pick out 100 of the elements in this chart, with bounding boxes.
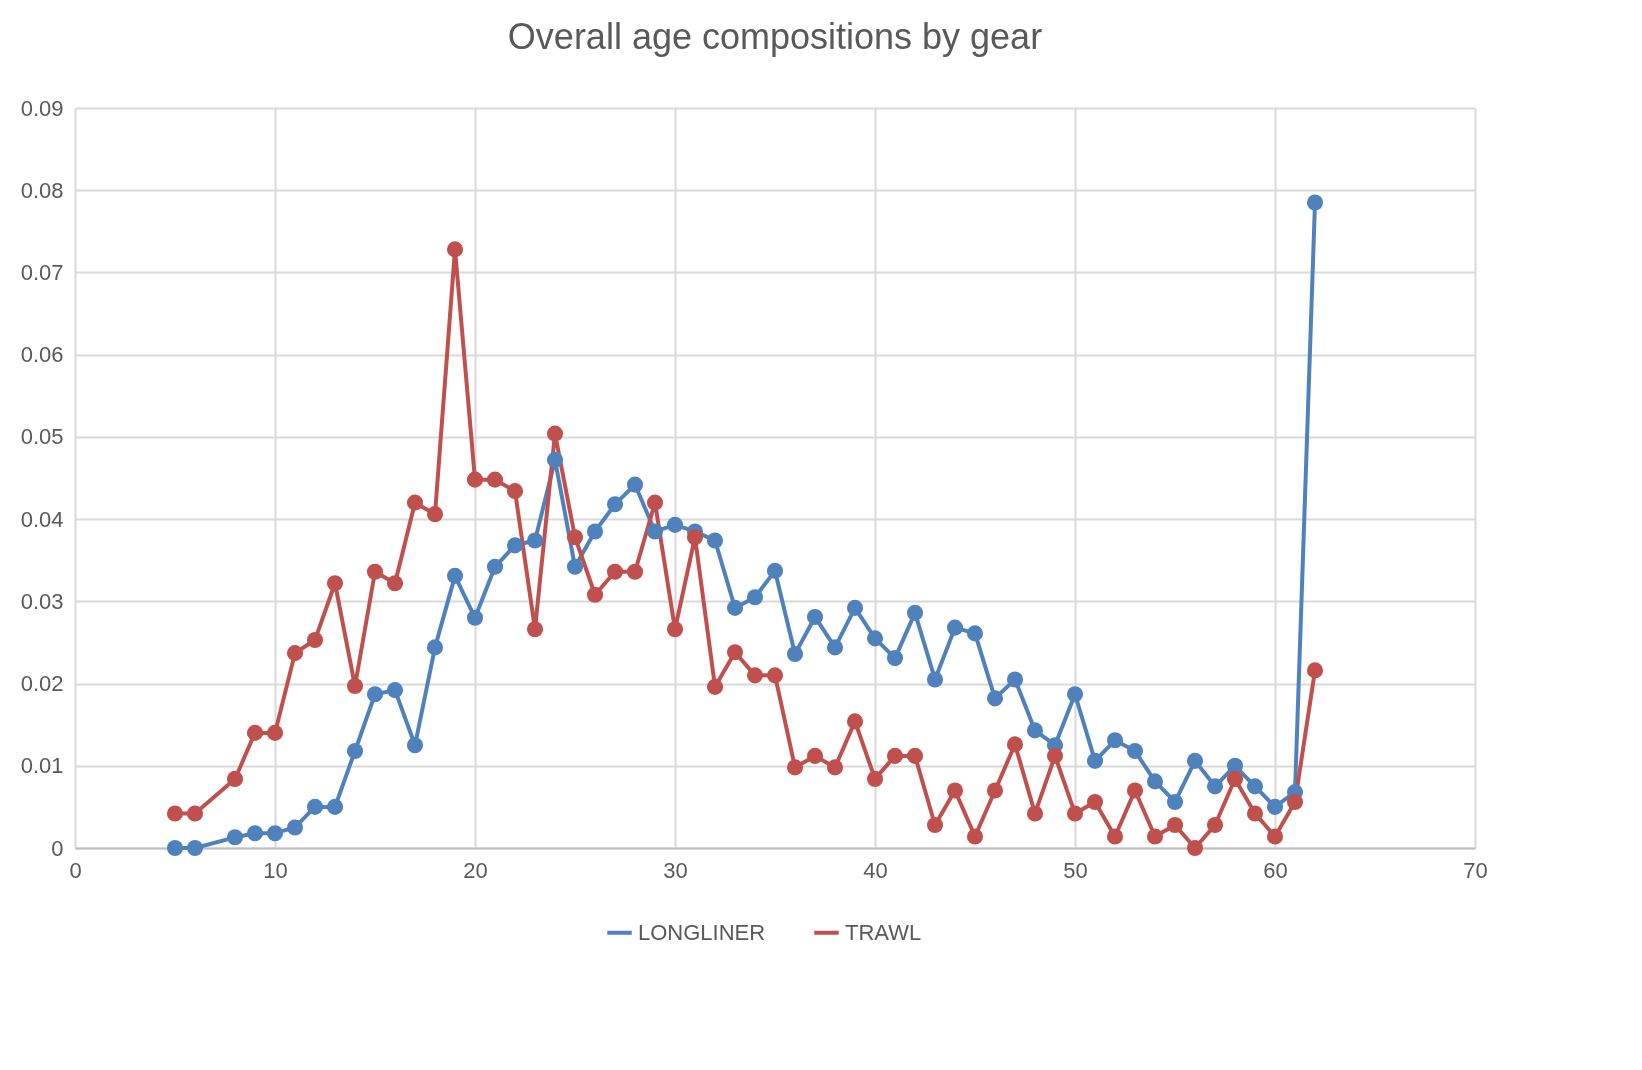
point — [1006, 736, 1024, 753]
point — [366, 686, 384, 703]
point — [586, 586, 604, 603]
point — [1086, 752, 1104, 769]
point — [266, 825, 284, 842]
point — [506, 483, 524, 500]
point — [926, 816, 944, 834]
point — [1106, 732, 1124, 749]
point — [1166, 793, 1184, 810]
point — [286, 819, 304, 836]
point — [786, 645, 804, 662]
point — [1046, 747, 1064, 764]
point — [986, 782, 1004, 799]
point — [946, 782, 964, 799]
y-tick-label: 0.03 — [20, 588, 64, 614]
point — [306, 798, 324, 815]
point — [1246, 778, 1264, 795]
point — [486, 471, 504, 488]
point — [726, 644, 744, 661]
point — [726, 599, 744, 616]
point — [426, 639, 444, 656]
point — [1206, 778, 1224, 795]
point — [506, 537, 524, 554]
point — [746, 589, 764, 606]
point — [846, 599, 864, 616]
legend-label: LONGLINER — [638, 919, 766, 945]
point — [386, 682, 404, 699]
point — [1246, 805, 1264, 822]
point — [306, 631, 324, 649]
y-tick-label: 0.07 — [20, 259, 64, 285]
point — [1146, 773, 1164, 790]
point — [386, 575, 404, 592]
point — [606, 563, 624, 580]
point — [1066, 805, 1084, 822]
point — [326, 575, 344, 592]
point — [1166, 816, 1184, 834]
x-tick-label: 40 — [863, 857, 888, 883]
point — [1026, 805, 1044, 822]
point — [766, 562, 784, 579]
point — [906, 747, 924, 764]
point — [866, 770, 884, 787]
point — [1306, 194, 1324, 211]
point — [1026, 722, 1044, 739]
point — [826, 759, 844, 776]
point — [466, 471, 484, 488]
y-tick-label: 0.04 — [20, 506, 64, 532]
point — [1266, 828, 1284, 845]
point — [526, 621, 544, 638]
point — [946, 619, 964, 636]
x-tick-label: 10 — [263, 857, 288, 883]
point — [326, 798, 344, 815]
point — [406, 737, 424, 754]
point — [966, 828, 984, 845]
point — [466, 609, 484, 626]
point — [1306, 662, 1324, 679]
point — [1266, 798, 1284, 815]
point — [866, 630, 884, 647]
point — [1146, 828, 1164, 845]
y-tick-label: 0.02 — [20, 671, 64, 697]
point — [546, 425, 564, 442]
point — [986, 690, 1004, 707]
legend-label: TRAWL — [845, 919, 922, 945]
point — [626, 476, 644, 493]
y-tick-label: 0.09 — [20, 95, 64, 121]
point — [806, 747, 824, 764]
point — [1106, 828, 1124, 845]
point — [366, 563, 384, 580]
point — [706, 678, 724, 695]
point — [1286, 793, 1304, 810]
point — [1006, 671, 1024, 688]
point — [346, 677, 364, 695]
y-tick-label: 0 — [51, 835, 64, 861]
point — [666, 516, 684, 533]
point — [926, 671, 944, 688]
point — [746, 667, 764, 684]
point — [446, 567, 464, 584]
point — [166, 805, 184, 822]
x-tick-label: 0 — [69, 857, 82, 883]
point — [266, 724, 284, 741]
y-tick-label: 0.01 — [20, 753, 64, 779]
point — [246, 724, 264, 741]
x-tick-label: 20 — [463, 857, 488, 883]
point — [246, 825, 264, 842]
point — [666, 621, 684, 638]
chart-title: Overall age compositions by gear — [507, 16, 1043, 57]
point — [886, 747, 904, 764]
point — [166, 839, 184, 857]
point — [1226, 757, 1244, 774]
x-tick-label: 30 — [663, 857, 688, 883]
point — [446, 241, 464, 258]
point — [566, 558, 584, 575]
x-tick-label: 50 — [1063, 857, 1088, 883]
point — [346, 742, 364, 760]
point — [686, 529, 704, 546]
point — [486, 558, 504, 575]
point — [1186, 839, 1204, 857]
point — [406, 494, 424, 511]
point — [1126, 742, 1144, 760]
point — [426, 506, 444, 523]
point — [626, 563, 644, 580]
